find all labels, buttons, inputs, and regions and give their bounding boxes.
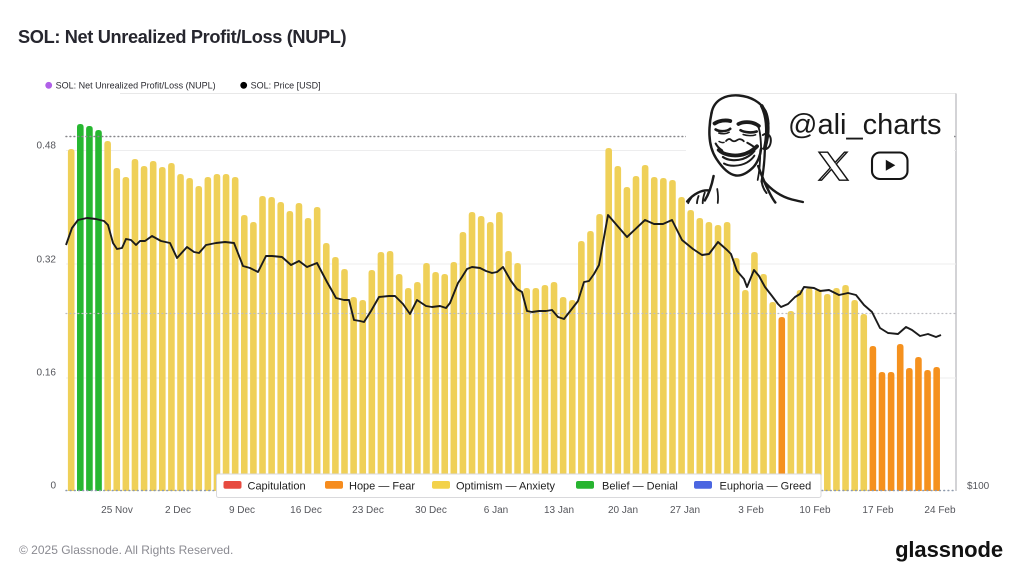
svg-text:17 Feb: 17 Feb — [862, 505, 894, 516]
svg-text:0.32: 0.32 — [37, 255, 57, 266]
svg-text:2 Dec: 2 Dec — [165, 505, 191, 516]
svg-text:0.48: 0.48 — [37, 141, 57, 152]
svg-text:Optimism — Anxiety: Optimism — Anxiety — [456, 480, 556, 492]
svg-text:@ali_charts: @ali_charts — [788, 109, 942, 141]
svg-text:© 2025 Glassnode. All Rights R: © 2025 Glassnode. All Rights Reserved. — [19, 543, 233, 557]
svg-text:0: 0 — [50, 481, 56, 492]
svg-text:SOL: Price [USD]: SOL: Price [USD] — [251, 81, 321, 91]
svg-text:Euphoria — Greed: Euphoria — Greed — [720, 480, 812, 492]
svg-text:10 Feb: 10 Feb — [799, 505, 831, 516]
svg-text:13 Jan: 13 Jan — [544, 505, 574, 516]
svg-text:0.16: 0.16 — [37, 368, 57, 379]
svg-text:20 Jan: 20 Jan — [608, 505, 638, 516]
svg-text:Belief — Denial: Belief — Denial — [602, 480, 678, 492]
svg-text:23 Dec: 23 Dec — [352, 505, 384, 516]
svg-text:25 Nov: 25 Nov — [101, 505, 133, 516]
svg-text:6 Jan: 6 Jan — [484, 505, 508, 516]
svg-text:SOL: Net Unrealized Profit/Los: SOL: Net Unrealized Profit/Loss (NUPL) — [18, 27, 347, 47]
svg-text:30 Dec: 30 Dec — [415, 505, 447, 516]
svg-text:$100: $100 — [967, 481, 990, 492]
svg-text:SOL: Net Unrealized Profit/Los: SOL: Net Unrealized Profit/Loss (NUPL) — [56, 81, 216, 91]
svg-text:glassnode: glassnode — [895, 537, 1003, 562]
svg-text:27 Jan: 27 Jan — [670, 505, 700, 516]
svg-text:Hope — Fear: Hope — Fear — [349, 480, 415, 492]
svg-text:9 Dec: 9 Dec — [229, 505, 255, 516]
svg-text:24 Feb: 24 Feb — [924, 505, 956, 516]
svg-text:16 Dec: 16 Dec — [290, 505, 322, 516]
svg-text:3 Feb: 3 Feb — [738, 505, 764, 516]
svg-text:Capitulation: Capitulation — [248, 480, 306, 492]
